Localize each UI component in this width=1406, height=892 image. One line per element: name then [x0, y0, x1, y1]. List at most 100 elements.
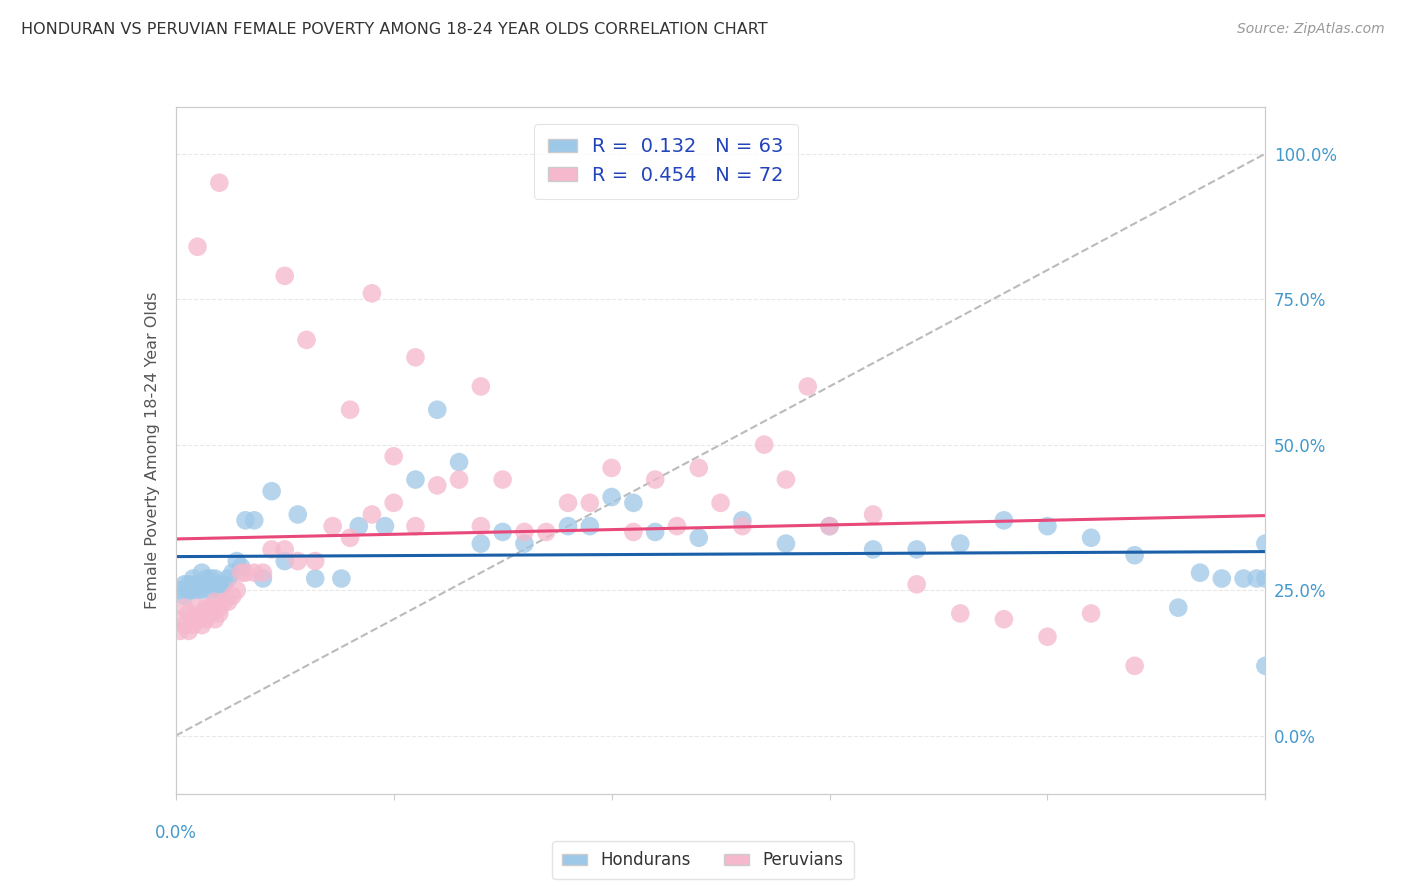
- Point: [195, 600, 218, 615]
- Point: [177, 583, 200, 598]
- Point: [534, 524, 557, 539]
- Point: [754, 437, 776, 451]
- Point: [688, 531, 710, 545]
- Point: [382, 496, 405, 510]
- Point: [644, 524, 666, 539]
- Point: [470, 379, 492, 393]
- Point: [200, 572, 222, 586]
- Point: [173, 589, 195, 603]
- Point: [195, 577, 218, 591]
- Point: [231, 566, 253, 580]
- Point: [447, 455, 470, 469]
- Point: [862, 508, 884, 522]
- Point: [287, 554, 309, 568]
- Point: [208, 577, 231, 591]
- Point: [470, 519, 492, 533]
- Point: [993, 513, 1015, 527]
- Point: [905, 542, 928, 557]
- Point: [204, 572, 226, 586]
- Point: [905, 577, 928, 591]
- Point: [200, 600, 222, 615]
- Point: [243, 513, 266, 527]
- Point: [644, 473, 666, 487]
- Point: [204, 612, 226, 626]
- Point: [304, 554, 326, 568]
- Point: [177, 607, 200, 621]
- Point: [274, 268, 297, 283]
- Point: [235, 513, 257, 527]
- Point: [181, 618, 204, 632]
- Point: [186, 577, 209, 591]
- Text: Source: ZipAtlas.com: Source: ZipAtlas.com: [1237, 22, 1385, 37]
- Point: [204, 595, 226, 609]
- Point: [221, 566, 243, 580]
- Point: [1254, 658, 1277, 673]
- Point: [949, 536, 972, 550]
- Point: [169, 624, 191, 638]
- Point: [492, 524, 515, 539]
- Point: [181, 572, 204, 586]
- Point: [492, 473, 515, 487]
- Point: [217, 572, 239, 586]
- Point: [470, 536, 492, 550]
- Point: [177, 577, 200, 591]
- Point: [710, 496, 733, 510]
- Point: [557, 519, 579, 533]
- Point: [731, 519, 754, 533]
- Point: [322, 519, 344, 533]
- Point: [304, 572, 326, 586]
- Point: [274, 554, 297, 568]
- Point: [208, 600, 231, 615]
- Point: [949, 607, 972, 621]
- Point: [1246, 572, 1268, 586]
- Point: [600, 461, 623, 475]
- Point: [1080, 607, 1102, 621]
- Point: [579, 519, 602, 533]
- Point: [191, 618, 214, 632]
- Point: [579, 496, 602, 510]
- Point: [212, 595, 235, 609]
- Point: [208, 607, 231, 621]
- Point: [186, 583, 209, 598]
- Point: [186, 612, 209, 626]
- Point: [177, 624, 200, 638]
- Point: [191, 607, 214, 621]
- Point: [231, 560, 253, 574]
- Point: [339, 402, 361, 417]
- Point: [775, 536, 797, 550]
- Point: [1189, 566, 1212, 580]
- Point: [169, 612, 191, 626]
- Point: [405, 473, 427, 487]
- Point: [688, 461, 710, 475]
- Point: [621, 524, 644, 539]
- Point: [181, 583, 204, 598]
- Point: [217, 595, 239, 609]
- Point: [621, 496, 644, 510]
- Point: [513, 524, 536, 539]
- Point: [208, 583, 231, 598]
- Point: [181, 612, 204, 626]
- Point: [666, 519, 689, 533]
- Point: [1211, 572, 1233, 586]
- Point: [260, 484, 283, 499]
- Text: HONDURAN VS PERUVIAN FEMALE POVERTY AMONG 18-24 YEAR OLDS CORRELATION CHART: HONDURAN VS PERUVIAN FEMALE POVERTY AMON…: [21, 22, 768, 37]
- Point: [243, 566, 266, 580]
- Point: [212, 577, 235, 591]
- Point: [225, 583, 247, 598]
- Point: [775, 473, 797, 487]
- Point: [173, 600, 195, 615]
- Text: 0.0%: 0.0%: [155, 824, 197, 842]
- Point: [260, 542, 283, 557]
- Point: [426, 478, 449, 492]
- Point: [382, 450, 405, 464]
- Point: [274, 542, 297, 557]
- Point: [796, 379, 818, 393]
- Point: [360, 286, 382, 301]
- Point: [374, 519, 396, 533]
- Point: [208, 176, 231, 190]
- Point: [1123, 548, 1146, 562]
- Point: [339, 531, 361, 545]
- Point: [225, 554, 247, 568]
- Point: [1123, 658, 1146, 673]
- Point: [405, 351, 427, 365]
